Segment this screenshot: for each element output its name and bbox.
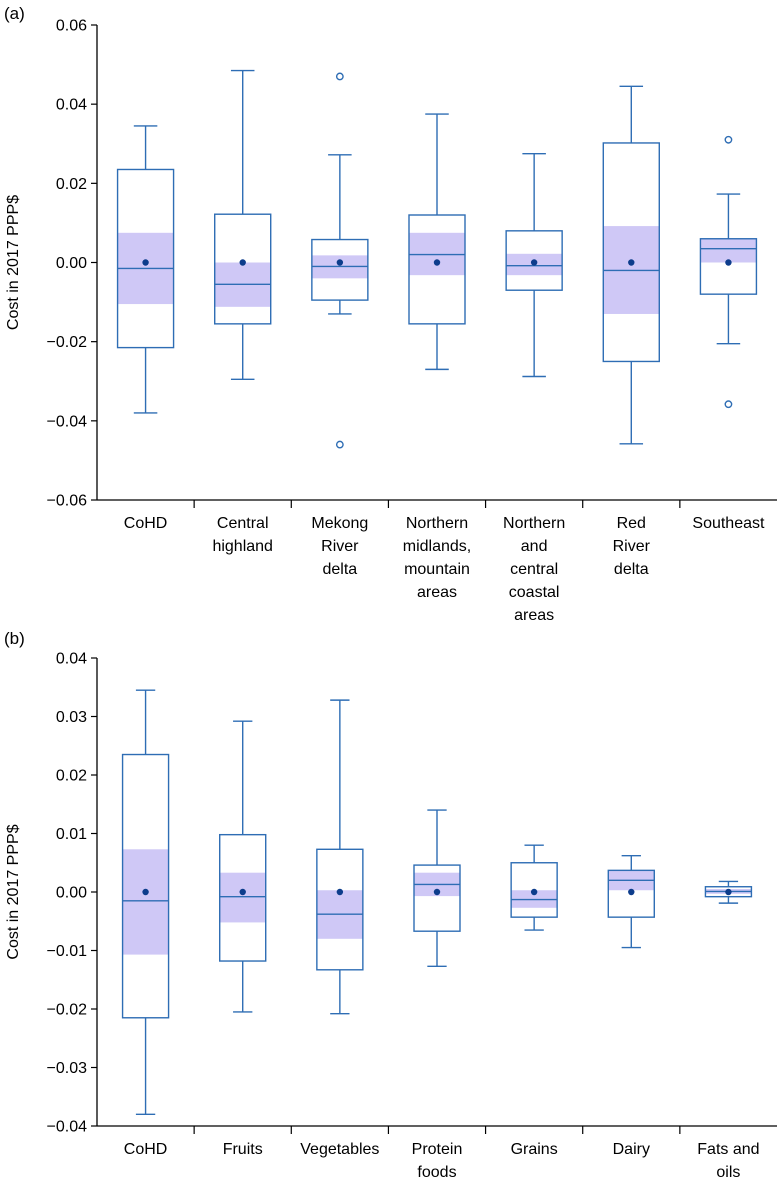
iqr-box <box>602 142 660 363</box>
box-plot-6 <box>607 855 655 949</box>
y-tick-label: −0.06 <box>47 493 88 510</box>
iqr-box <box>408 214 466 325</box>
mean-point <box>433 888 441 896</box>
mean-point <box>433 259 441 266</box>
box-plot-2 <box>214 69 272 380</box>
mean-point <box>628 888 635 896</box>
y-tick-label: −0.03 <box>47 1060 88 1077</box>
mean-point <box>725 888 732 896</box>
box-plot-1 <box>116 125 175 414</box>
category-label: Northern and central coastal areas <box>503 515 565 624</box>
category-label: Vegetables <box>300 1141 379 1158</box>
iqr-box <box>505 230 563 291</box>
iqr-box <box>413 864 461 932</box>
panel-label: (b) <box>4 629 25 648</box>
y-tick-label: −0.01 <box>47 943 88 960</box>
box-plot-1 <box>121 689 170 1116</box>
mean-point <box>142 259 149 266</box>
mean-point <box>336 888 344 896</box>
y-tick-label: 0.06 <box>56 18 87 35</box>
category-label: Dairy <box>613 1141 650 1158</box>
iqr-box <box>214 213 272 325</box>
category-label: Grains <box>511 1141 558 1158</box>
iqr-box <box>121 753 170 1019</box>
iqr-box <box>510 862 558 918</box>
ci-band <box>122 849 169 955</box>
box-plot-4 <box>408 113 466 371</box>
y-tick-label: 0.02 <box>56 768 87 785</box>
y-tick-label: 0.01 <box>56 826 87 843</box>
mean-point <box>725 259 732 266</box>
category-label: CoHD <box>124 515 168 532</box>
iqr-box <box>116 168 175 349</box>
outlier-point <box>335 440 344 449</box>
panel-label: (a) <box>4 4 25 23</box>
ci-band <box>219 872 266 923</box>
category-label: Fats and oils <box>697 1141 759 1181</box>
box-plot-7 <box>704 880 753 904</box>
iqr-box <box>311 238 369 301</box>
mean-point <box>530 259 538 266</box>
y-tick-label: 0.03 <box>56 709 87 726</box>
panel-a: (a) −0.06 −0.04 −0.02 0.00 0.02 0.04 0.06 Cost i… <box>4 4 777 624</box>
outlier-point <box>335 72 344 81</box>
y-tick-label: −0.04 <box>47 1119 88 1136</box>
category-label: Mekong River delta <box>311 515 368 578</box>
box-plot-5 <box>505 152 563 378</box>
category-label: Central highland <box>212 515 273 555</box>
category-label: Protein foods <box>412 1141 463 1181</box>
category-label: Southeast <box>692 515 765 532</box>
category-label: Fruits <box>223 1141 263 1158</box>
box-plot-3 <box>316 699 364 1015</box>
y-tick-label: −0.02 <box>47 334 88 351</box>
outlier-point <box>724 135 733 144</box>
box-plot-3 <box>311 72 369 449</box>
mean-point <box>336 259 344 266</box>
y-axis-title: Cost in 2017 PPP$ <box>5 824 22 959</box>
y-axis-title: Cost in 2017 PPP$ <box>5 195 22 330</box>
box-plot-6 <box>602 85 660 445</box>
outlier-point <box>724 400 733 409</box>
box-plot-2 <box>219 720 267 1013</box>
mean-point <box>239 259 246 266</box>
ci-band <box>700 238 757 263</box>
category-label: Red River delta <box>613 515 651 578</box>
category-label: CoHD <box>124 1141 168 1158</box>
y-tick-label: 0.02 <box>56 176 87 193</box>
mean-point <box>142 888 149 896</box>
panel-b: (b) −0.04 −0.03 −0.02 −0.01 0.00 0.01 0.02 0.03 0… <box>4 629 777 1181</box>
box-plot-5 <box>510 844 558 931</box>
y-tick-label: 0.00 <box>56 255 87 272</box>
iqr-box <box>316 848 364 971</box>
box-plot-7 <box>699 135 758 409</box>
y-tick-label: −0.04 <box>47 413 88 430</box>
y-tick-label: 0.04 <box>56 651 87 668</box>
y-tick-label: 0.04 <box>56 97 87 114</box>
iqr-box <box>219 833 267 962</box>
box-plot-4 <box>413 809 461 967</box>
iqr-box <box>699 238 758 295</box>
mean-point <box>530 888 538 896</box>
mean-point <box>239 888 246 896</box>
mean-point <box>628 259 635 266</box>
y-tick-label: 0.00 <box>56 885 87 902</box>
iqr-box <box>607 869 655 918</box>
y-tick-label: −0.02 <box>47 1002 88 1019</box>
category-label: Northern midlands, mountain areas <box>403 515 471 601</box>
